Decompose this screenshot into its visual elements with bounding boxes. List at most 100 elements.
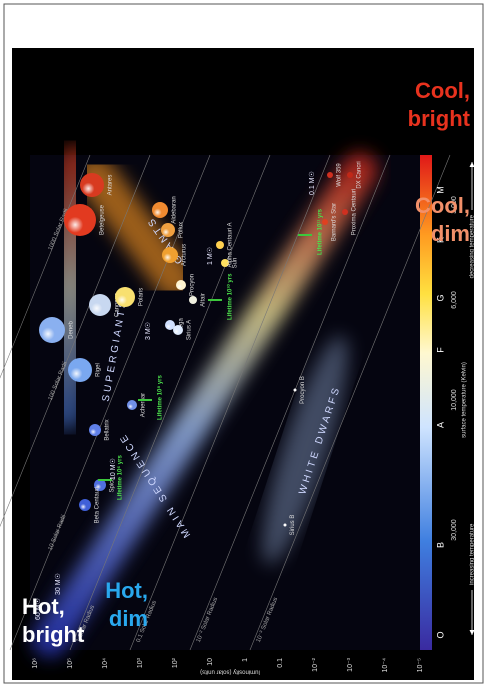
spectral-class: A bbox=[435, 422, 445, 428]
mass-label: 3 M☉ bbox=[144, 322, 152, 340]
y-tick-label: 10⁻² bbox=[312, 657, 319, 671]
corner-label: bright bbox=[408, 106, 471, 131]
y-tick-label: 10⁶ bbox=[32, 658, 39, 669]
corner-label: dim bbox=[431, 221, 470, 246]
y-tick-label: 10⁴ bbox=[102, 658, 109, 669]
temperature-label: 30,000 bbox=[451, 519, 458, 541]
star-highlight bbox=[128, 404, 133, 409]
star-label: Vega bbox=[179, 317, 185, 331]
arrowhead bbox=[469, 630, 475, 635]
spectral-class: K bbox=[435, 237, 445, 243]
mass-label: 60 M☉ bbox=[34, 598, 42, 620]
lifetime-label: Lifetime 10⁶ yrs bbox=[118, 455, 124, 500]
star-label: Antares bbox=[108, 175, 114, 196]
y-tick-label: 10⁻⁴ bbox=[382, 658, 389, 673]
star-label: DX Cancri bbox=[357, 161, 363, 188]
x-axis-right: decreasing temperature bbox=[470, 214, 476, 278]
y-tick-label: 10⁵ bbox=[67, 658, 74, 669]
star-label: Alpha Centauri A bbox=[228, 222, 234, 267]
star bbox=[327, 172, 333, 178]
star-label: Barnard's Star bbox=[332, 203, 338, 241]
y-tick-label: 0.1 bbox=[277, 658, 284, 668]
x-axis-label: surface temperature (Kelvin) bbox=[462, 362, 468, 438]
white-dwarf-band bbox=[262, 335, 348, 565]
star bbox=[347, 172, 353, 178]
corner-label: Cool, bbox=[415, 193, 470, 218]
radius-line bbox=[0, 154, 91, 651]
star-label: Altair bbox=[201, 293, 207, 307]
star-label: Aldebaran bbox=[172, 196, 178, 223]
x-axis-left: increasing temperature bbox=[470, 523, 476, 585]
star-highlight bbox=[90, 428, 97, 435]
y-tick-label: 10⁻⁵ bbox=[417, 658, 424, 672]
star-label: Beta Centauri bbox=[95, 487, 101, 524]
star bbox=[221, 259, 229, 267]
mass-label: 30 M☉ bbox=[54, 573, 62, 595]
star-highlight bbox=[67, 216, 84, 233]
lifetime-label: Lifetime 10⁸ yrs bbox=[158, 374, 164, 420]
star-label: Sirius B bbox=[290, 515, 296, 536]
y-tick-label: 10 bbox=[207, 658, 214, 666]
star-label: Procyon bbox=[190, 274, 196, 296]
radius-line bbox=[0, 154, 151, 651]
star-label: Bellatrix bbox=[105, 419, 111, 440]
star-label: Wolf 359 bbox=[337, 163, 343, 187]
star-highlight bbox=[80, 503, 87, 510]
arrowhead bbox=[469, 162, 475, 167]
star-label: Betelgeuse bbox=[100, 204, 106, 235]
star-label: Achernar bbox=[141, 393, 147, 417]
y-tick-label: 1 bbox=[242, 658, 249, 662]
star-highlight bbox=[162, 228, 170, 236]
star-highlight bbox=[177, 284, 182, 289]
mass-label: 1 M☉ bbox=[206, 247, 214, 265]
star-label: Arcturus bbox=[182, 244, 188, 266]
mass-label: 0.1 M☉ bbox=[308, 171, 316, 195]
corner-label: Cool, bbox=[415, 78, 470, 103]
star-label: Procyon B bbox=[300, 376, 306, 404]
star bbox=[322, 219, 328, 225]
y-tick-label: 10² bbox=[172, 657, 179, 668]
radius-line bbox=[189, 154, 391, 651]
star-highlight bbox=[41, 327, 55, 341]
temperature-label: 3,000 bbox=[451, 196, 458, 214]
y-axis-label: luminosity (solar units) bbox=[200, 668, 260, 674]
temperature-label: 6,000 bbox=[451, 291, 458, 309]
star-label: Sirius A bbox=[187, 320, 193, 340]
corner-label: bright bbox=[22, 622, 85, 647]
lifetime-label: Lifetime 10¹⁰ yrs bbox=[227, 273, 234, 320]
star-highlight bbox=[82, 182, 95, 195]
star-label: Canopus bbox=[115, 293, 121, 317]
star-label: Sun bbox=[233, 258, 239, 269]
spectral-class: O bbox=[435, 631, 445, 638]
star-highlight bbox=[117, 295, 127, 305]
radius-line bbox=[249, 154, 451, 651]
spectral-strip bbox=[420, 155, 432, 650]
star bbox=[189, 296, 197, 304]
giant-band bbox=[75, 155, 195, 300]
star-label: Polaris bbox=[139, 288, 145, 306]
star bbox=[342, 209, 348, 215]
spectral-class: M bbox=[435, 186, 445, 194]
star-highlight bbox=[163, 253, 172, 262]
star-highlight bbox=[95, 483, 102, 490]
y-tick-label: 10⁻³ bbox=[347, 657, 354, 671]
star-label: Rigel bbox=[96, 363, 102, 377]
star bbox=[283, 523, 287, 527]
spectral-class: B bbox=[435, 542, 445, 548]
spectral-class: G bbox=[435, 294, 445, 301]
corner-label: Hot, bbox=[22, 594, 65, 619]
corner-label: Hot, bbox=[105, 578, 148, 603]
star-highlight bbox=[174, 329, 179, 334]
star bbox=[216, 241, 224, 249]
star bbox=[293, 388, 297, 392]
star-highlight bbox=[153, 208, 162, 217]
radius-line bbox=[9, 154, 211, 651]
corner-label: dim bbox=[109, 606, 148, 631]
star-label: Deneb bbox=[69, 321, 75, 339]
mass-label: 10 M☉ bbox=[109, 458, 117, 480]
lifetime-label: Lifetime 10¹¹ yrs bbox=[317, 208, 324, 255]
y-tick-label: 10³ bbox=[137, 657, 144, 668]
main-sequence-band bbox=[33, 153, 377, 657]
